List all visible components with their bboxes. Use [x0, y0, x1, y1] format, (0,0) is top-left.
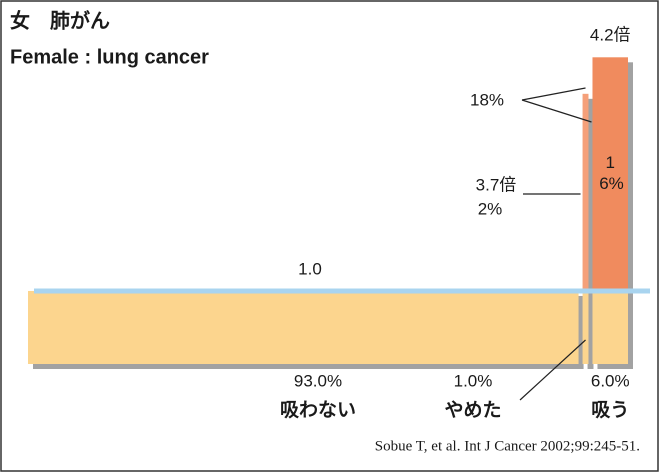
share-label: 6.0% — [591, 371, 630, 390]
total-label: 18% — [470, 90, 504, 109]
bar-excess — [582, 93, 589, 291]
value-label: 4.2倍 — [590, 25, 631, 44]
bar-base — [592, 290, 628, 364]
attributable-label: 2% — [478, 199, 503, 218]
chart-subtitle: Female : lung cancer — [10, 46, 209, 68]
category-label: 吸わない — [280, 399, 356, 421]
category-label: 吸う — [591, 400, 629, 421]
chart-title: 女 肺がん — [10, 8, 110, 32]
value-label: 1.0 — [298, 259, 322, 278]
category-label: やめた — [444, 399, 501, 421]
bar-shadow — [587, 98, 594, 369]
leader — [519, 339, 586, 401]
bar-excess — [592, 57, 628, 291]
bar-base — [582, 290, 589, 364]
leader — [521, 87, 586, 101]
value-label: 3.7倍 — [476, 175, 517, 194]
share-label: 93.0% — [294, 371, 342, 390]
attributable-box: 16% — [599, 153, 624, 193]
attributable-label: 16% — [599, 153, 624, 193]
leader — [521, 99, 592, 123]
source: Sobue T, et al. Int J Cancer 2002;99:245… — [375, 438, 640, 454]
bar-base — [28, 290, 579, 364]
share-label: 1.0% — [454, 371, 493, 390]
